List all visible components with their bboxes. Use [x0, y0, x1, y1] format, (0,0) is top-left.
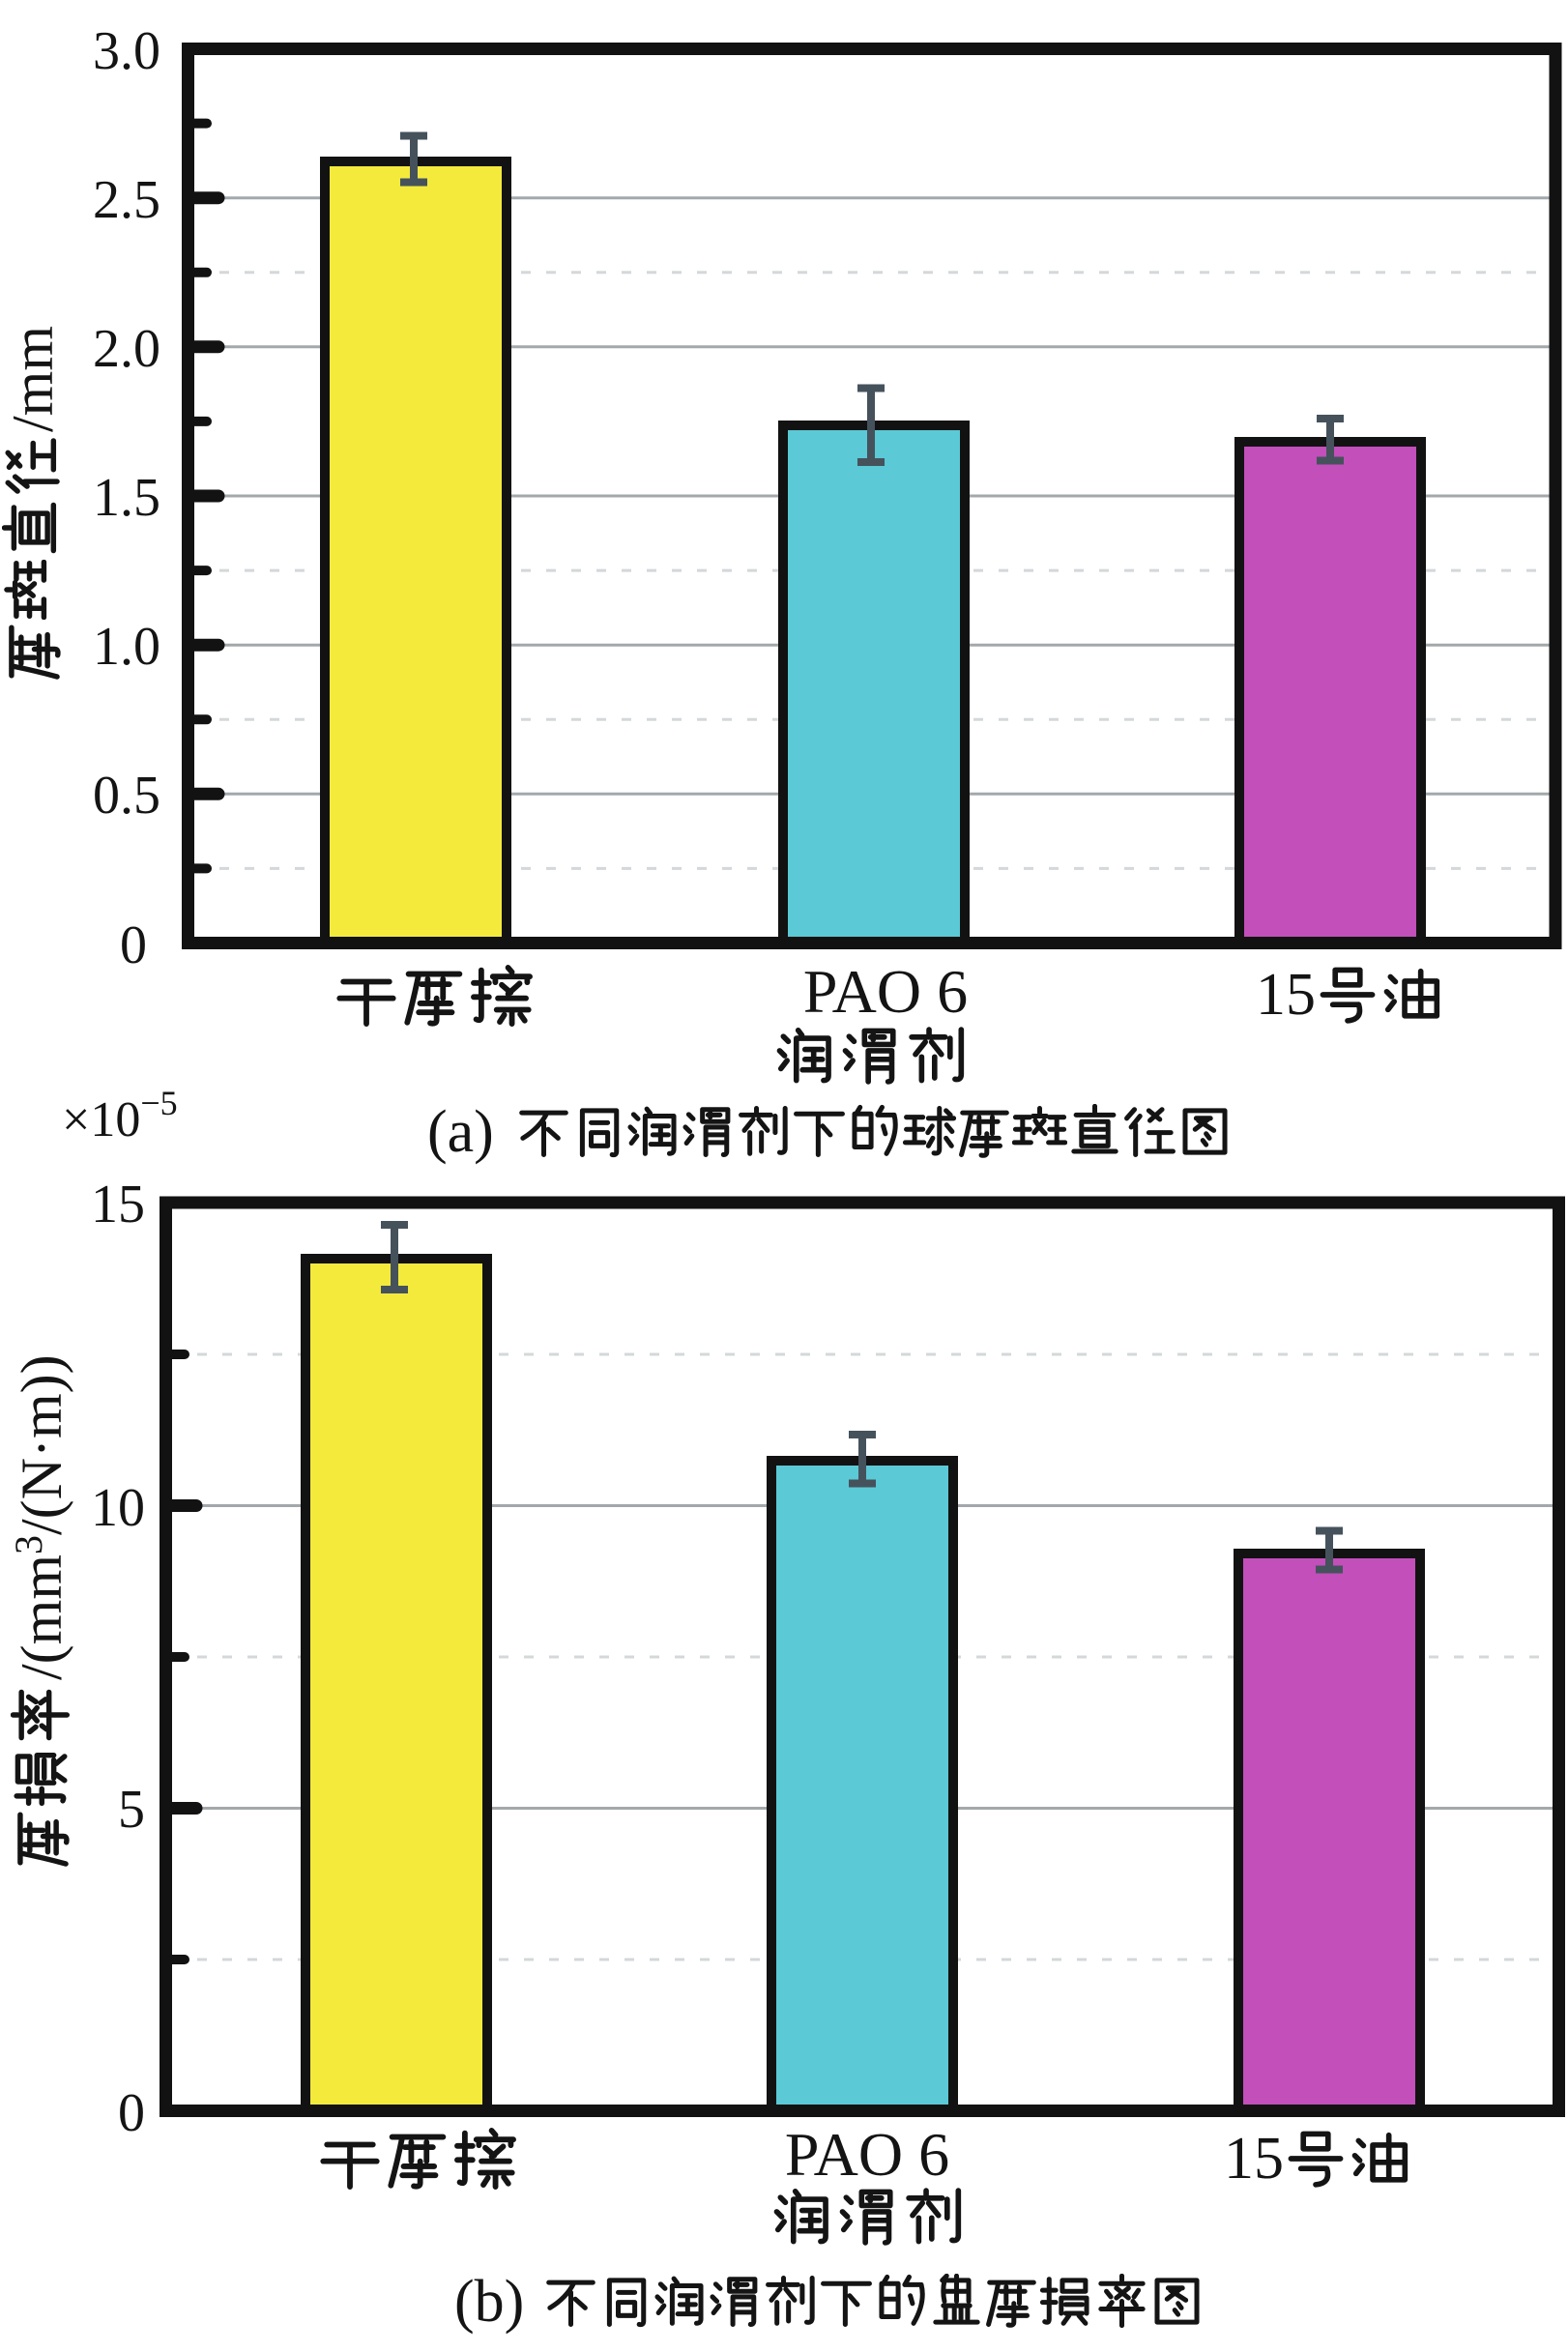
svg-text:10: 10: [91, 1478, 145, 1538]
svg-text:PAO 6: PAO 6: [785, 2120, 949, 2189]
svg-text:1.0: 1.0: [93, 617, 160, 677]
svg-text:3.0: 3.0: [93, 21, 160, 81]
svg-text:15: 15: [91, 1175, 145, 1234]
svg-text:/mm: /mm: [1, 326, 65, 432]
svg-text:(a): (a): [427, 1099, 494, 1165]
svg-text:0.5: 0.5: [93, 766, 160, 826]
svg-text:0: 0: [120, 915, 147, 975]
svg-text:PAO 6: PAO 6: [803, 957, 968, 1026]
svg-text:5: 5: [118, 1780, 145, 1840]
svg-text:(b): (b): [454, 2269, 524, 2335]
svg-text:0: 0: [118, 2083, 145, 2143]
svg-text:15: 15: [1224, 2126, 1284, 2192]
svg-text:/(mm3/(N·m)): /(mm3/(N·m)): [7, 1354, 73, 1680]
svg-text:2.5: 2.5: [93, 170, 160, 230]
svg-text:15: 15: [1256, 962, 1316, 1028]
svg-text:2.0: 2.0: [93, 319, 160, 379]
svg-text:1.5: 1.5: [93, 468, 160, 528]
